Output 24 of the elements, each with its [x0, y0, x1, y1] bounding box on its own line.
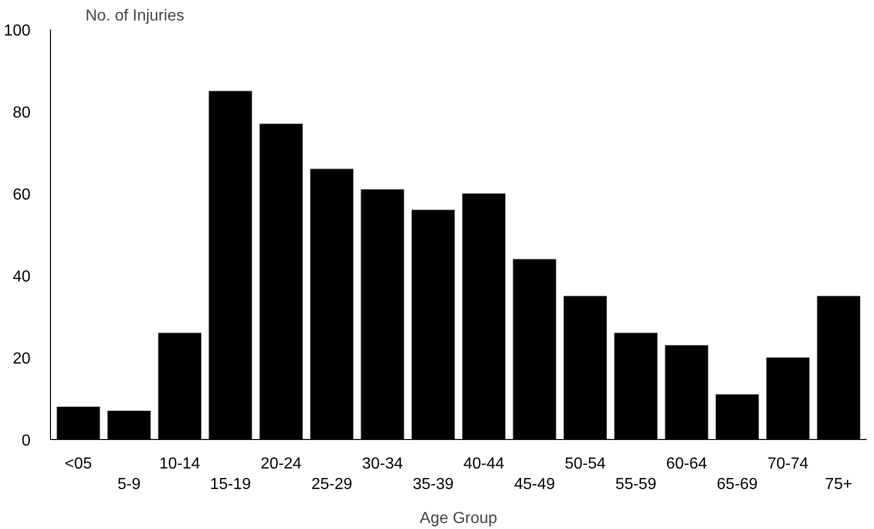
x-tick-label: 10-14: [159, 456, 200, 472]
x-tick-label: 65-69: [716, 476, 758, 493]
y-tick-label: 80: [12, 104, 31, 122]
x-tick-label: 70-74: [767, 456, 809, 472]
x-tick-label: <05: [64, 456, 92, 472]
y-tick-label: 60: [12, 186, 31, 204]
x-tick-label: 50-54: [564, 456, 606, 472]
x-axis-title: Age Group: [420, 510, 498, 527]
y-tick-label: 100: [4, 22, 31, 40]
x-tick-label: 75+: [825, 476, 852, 493]
x-tick-label: 5-9: [117, 476, 141, 493]
x-tick-label: 30-34: [362, 456, 404, 472]
x-tick-label: 20-24: [260, 456, 302, 472]
x-tick-label: 40-44: [463, 456, 504, 472]
y-tick-label: 20: [12, 350, 31, 368]
y-axis-title: No. of Injuries: [86, 8, 184, 24]
x-tick-label: 15-19: [210, 476, 251, 493]
x-tick-label: 60-64: [666, 456, 708, 472]
x-tick-label: 25-29: [311, 476, 352, 493]
x-tick-label: 35-39: [412, 476, 454, 493]
x-tick-label: 45-49: [514, 476, 556, 493]
y-tick-label: 0: [22, 432, 31, 450]
y-tick-label: 40: [12, 268, 31, 286]
x-tick-label: 55-59: [615, 476, 656, 493]
